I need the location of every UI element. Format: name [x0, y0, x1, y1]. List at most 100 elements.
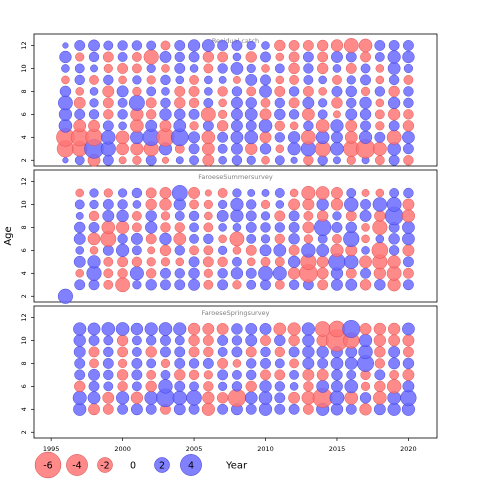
bubble-point: [403, 75, 414, 85]
bubble-point: [229, 231, 245, 247]
bubble-point: [231, 108, 243, 121]
legend-bubble: [66, 454, 88, 476]
bubble-point: [217, 347, 228, 357]
bubble-point: [73, 402, 87, 416]
bubble-point: [402, 221, 415, 234]
bubble-point: [174, 346, 186, 358]
bubble-point: [245, 142, 258, 155]
bubble-point: [388, 40, 400, 51]
bubble-point: [118, 75, 127, 85]
bubble-point: [144, 391, 158, 405]
bubble-point: [231, 323, 243, 335]
bubble-point: [246, 199, 257, 210]
legend-bubble: [97, 457, 113, 473]
bubble-point: [62, 42, 69, 49]
bubble-point: [145, 210, 157, 222]
bubble-point: [332, 64, 342, 73]
bubble-point: [388, 85, 400, 98]
bubble-point: [303, 211, 314, 221]
bubble-point: [303, 75, 314, 85]
bubble-point: [115, 277, 130, 293]
bubble-point: [174, 63, 186, 74]
bubble-point: [103, 256, 114, 267]
bubble-point: [145, 97, 157, 109]
bubble-point: [115, 322, 130, 336]
bubble-point: [146, 257, 156, 267]
bubble-point: [202, 256, 214, 268]
bubble-point: [173, 232, 187, 246]
bubble-point: [230, 197, 244, 212]
bubble-point: [74, 63, 85, 74]
bubble-point: [345, 51, 357, 63]
bubble-point: [87, 232, 101, 246]
bubble-point: [260, 335, 271, 346]
bubble-point: [288, 109, 300, 120]
bubble-point: [204, 211, 213, 221]
bubble-point: [158, 379, 173, 394]
bubble-point: [274, 63, 285, 74]
bubble-point: [146, 75, 156, 85]
bubble-point: [374, 380, 386, 392]
bubble-point: [146, 63, 156, 73]
bubble-point: [202, 323, 215, 335]
bubble-point: [360, 86, 371, 96]
bubble-point: [116, 142, 129, 156]
bubble-point: [345, 221, 357, 234]
bubble-point: [259, 380, 272, 393]
bubble-point: [260, 51, 271, 63]
bubble-point: [345, 278, 358, 291]
bubble-point: [287, 255, 301, 268]
y-axis-label: Age: [3, 226, 14, 245]
bubble-point: [159, 108, 172, 121]
bubble-point: [346, 75, 356, 85]
bubble-point: [174, 108, 186, 120]
bubble-point: [174, 222, 185, 233]
bubble-point: [73, 119, 87, 133]
bubble-point: [189, 381, 199, 392]
bubble-point: [174, 268, 185, 279]
bubble-point: [103, 40, 114, 51]
panel-frame: [33, 33, 438, 167]
bubble-point: [161, 87, 170, 96]
bubble-point: [231, 119, 243, 132]
bubble-point: [88, 109, 100, 120]
bubble-point: [245, 380, 257, 392]
bubble-point: [386, 197, 402, 212]
bubble-point: [317, 357, 329, 369]
bubble-point: [361, 189, 370, 197]
bubble-point: [403, 97, 414, 108]
bubble-point: [189, 222, 199, 233]
bubble-point: [388, 154, 400, 166]
bubble-point: [288, 97, 300, 109]
bubble-point: [74, 155, 85, 166]
bubble-point: [118, 156, 127, 165]
bubble-point: [359, 96, 372, 109]
bubble-point: [88, 221, 100, 233]
bubble-point: [73, 322, 87, 336]
bubble-point: [344, 391, 359, 405]
bubble-point: [274, 188, 285, 198]
bubble-point: [343, 38, 359, 53]
bubble-point: [387, 50, 401, 64]
bubble-point: [274, 97, 285, 108]
bubble-point: [316, 368, 329, 381]
bubble-point: [302, 345, 315, 359]
bubble-point: [102, 97, 114, 109]
bubble-point: [103, 63, 113, 73]
bubble-point: [174, 279, 186, 291]
bubble-point: [117, 52, 128, 62]
bubble-point: [172, 390, 187, 406]
bubble-point: [346, 97, 357, 108]
bubble-point: [218, 381, 228, 391]
bubble-point: [230, 209, 244, 223]
bubble-point: [388, 346, 401, 358]
bubble-point: [102, 403, 114, 415]
bubble-point: [74, 380, 86, 392]
bubble-point: [317, 109, 328, 120]
bubble-point: [400, 389, 417, 406]
bubble-point: [274, 132, 285, 143]
bubble-point: [145, 346, 157, 358]
y-tick-label: 4: [20, 407, 28, 411]
bubble-point: [316, 379, 330, 393]
